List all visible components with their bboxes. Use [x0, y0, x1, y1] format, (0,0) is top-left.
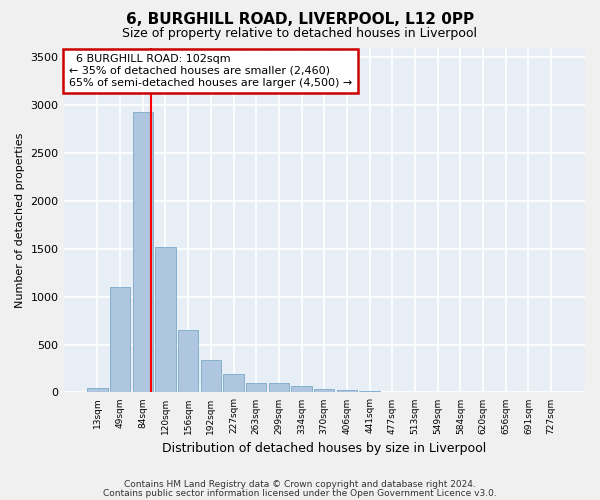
Text: 6, BURGHILL ROAD, LIVERPOOL, L12 0PP: 6, BURGHILL ROAD, LIVERPOOL, L12 0PP	[126, 12, 474, 28]
Bar	[87, 388, 107, 392]
Bar	[178, 330, 199, 392]
Bar	[200, 360, 221, 392]
Bar	[110, 287, 130, 393]
Bar	[223, 374, 244, 392]
Bar	[269, 384, 289, 392]
Text: 6 BURGHILL ROAD: 102sqm  
← 35% of detached houses are smaller (2,460)
65% of se: 6 BURGHILL ROAD: 102sqm ← 35% of detache…	[69, 54, 352, 88]
Text: Contains public sector information licensed under the Open Government Licence v3: Contains public sector information licen…	[103, 489, 497, 498]
Bar	[133, 112, 153, 392]
Bar	[246, 384, 266, 392]
Bar	[359, 390, 380, 392]
X-axis label: Distribution of detached houses by size in Liverpool: Distribution of detached houses by size …	[162, 442, 487, 455]
Bar	[337, 390, 357, 392]
Text: Contains HM Land Registry data © Crown copyright and database right 2024.: Contains HM Land Registry data © Crown c…	[124, 480, 476, 489]
Bar	[155, 247, 176, 392]
Bar	[314, 388, 334, 392]
Bar	[292, 386, 312, 392]
Y-axis label: Number of detached properties: Number of detached properties	[15, 132, 25, 308]
Text: Size of property relative to detached houses in Liverpool: Size of property relative to detached ho…	[122, 28, 478, 40]
